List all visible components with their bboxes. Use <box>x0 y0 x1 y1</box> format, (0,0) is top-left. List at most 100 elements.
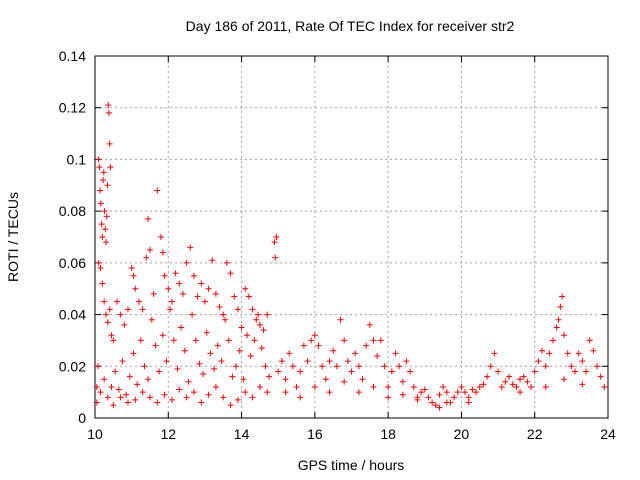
data-point <box>429 399 436 406</box>
data-point <box>579 358 586 365</box>
data-point <box>272 254 279 261</box>
data-point <box>110 402 117 409</box>
x-tick-label: 14 <box>234 426 250 442</box>
data-point <box>414 396 421 403</box>
data-point <box>520 373 527 380</box>
data-point <box>370 337 377 344</box>
y-tick-label: 0.02 <box>59 358 86 374</box>
data-point <box>311 332 318 339</box>
data-point <box>176 280 183 287</box>
x-axis-tick-labels: 10 12 14 16 18 20 22 24 <box>87 426 616 442</box>
y-tick-label: 0.04 <box>59 307 86 323</box>
data-point <box>509 381 516 388</box>
data-point <box>201 298 208 305</box>
data-point <box>590 347 597 354</box>
x-axis-label: GPS time / hours <box>298 457 405 473</box>
data-point <box>297 368 304 375</box>
data-point <box>104 394 111 401</box>
data-point <box>469 386 476 393</box>
data-point <box>418 389 425 396</box>
data-point <box>311 383 318 390</box>
data-point <box>214 342 221 349</box>
data-point <box>154 187 161 194</box>
data-point <box>341 337 348 344</box>
data-point <box>134 381 141 388</box>
data-point <box>236 347 243 354</box>
data-point <box>222 316 229 323</box>
data-point <box>443 399 450 406</box>
data-point <box>289 363 296 370</box>
data-point <box>465 394 472 401</box>
data-point <box>275 368 282 375</box>
data-point <box>97 389 104 396</box>
data-point <box>189 311 196 318</box>
data-point <box>451 394 458 401</box>
data-point <box>216 303 223 310</box>
x-tick-label: 18 <box>380 426 396 442</box>
data-point <box>282 389 289 396</box>
data-point <box>218 358 225 365</box>
data-point <box>304 358 311 365</box>
data-point <box>211 365 218 372</box>
data-point <box>421 386 428 393</box>
data-point <box>101 298 108 305</box>
data-point <box>225 337 232 344</box>
data-point <box>98 221 105 228</box>
data-point <box>531 368 538 375</box>
data-point <box>399 391 406 398</box>
data-point <box>249 394 256 401</box>
data-point <box>168 396 175 403</box>
data-point <box>480 381 487 388</box>
data-point <box>145 215 152 222</box>
plot-frame <box>94 55 609 419</box>
data-point <box>586 337 593 344</box>
data-point <box>124 306 131 313</box>
data-point <box>385 383 392 390</box>
data-point <box>561 376 568 383</box>
data-point <box>440 383 447 390</box>
data-point <box>326 358 333 365</box>
chart-title: Day 186 of 2011, Rate Of TEC Index for r… <box>186 18 515 34</box>
x-tick-label: 20 <box>454 426 470 442</box>
data-point <box>407 368 414 375</box>
data-point <box>255 311 262 318</box>
data-point <box>183 394 190 401</box>
data-point <box>458 383 465 390</box>
data-point <box>337 316 344 323</box>
data-point <box>185 378 192 385</box>
data-point <box>561 332 568 339</box>
data-point <box>308 337 315 344</box>
data-points <box>93 102 608 411</box>
data-point <box>181 347 188 354</box>
data-point <box>146 246 153 253</box>
y-tick-label: 0.08 <box>59 203 86 219</box>
data-point <box>178 324 185 331</box>
data-point <box>102 226 109 233</box>
data-point <box>300 342 307 349</box>
data-point <box>498 383 505 390</box>
data-point <box>425 394 432 401</box>
data-point <box>495 368 502 375</box>
data-point <box>159 332 166 339</box>
data-point <box>220 311 227 318</box>
x-tick-label: 16 <box>307 426 323 442</box>
data-point <box>465 399 472 406</box>
data-point <box>251 337 258 344</box>
data-point <box>256 383 263 390</box>
data-point <box>159 249 166 256</box>
data-point <box>99 234 106 240</box>
data-point <box>212 383 219 390</box>
data-point <box>207 350 214 357</box>
data-point <box>363 342 370 349</box>
data-point <box>476 383 483 390</box>
data-point <box>95 156 102 163</box>
data-point <box>333 363 340 370</box>
data-point <box>388 368 395 375</box>
data-point <box>555 316 562 323</box>
data-point <box>170 337 177 344</box>
data-point <box>568 363 575 370</box>
data-point <box>597 373 604 380</box>
data-point <box>94 363 101 370</box>
data-point <box>95 259 102 266</box>
data-point <box>198 280 205 287</box>
